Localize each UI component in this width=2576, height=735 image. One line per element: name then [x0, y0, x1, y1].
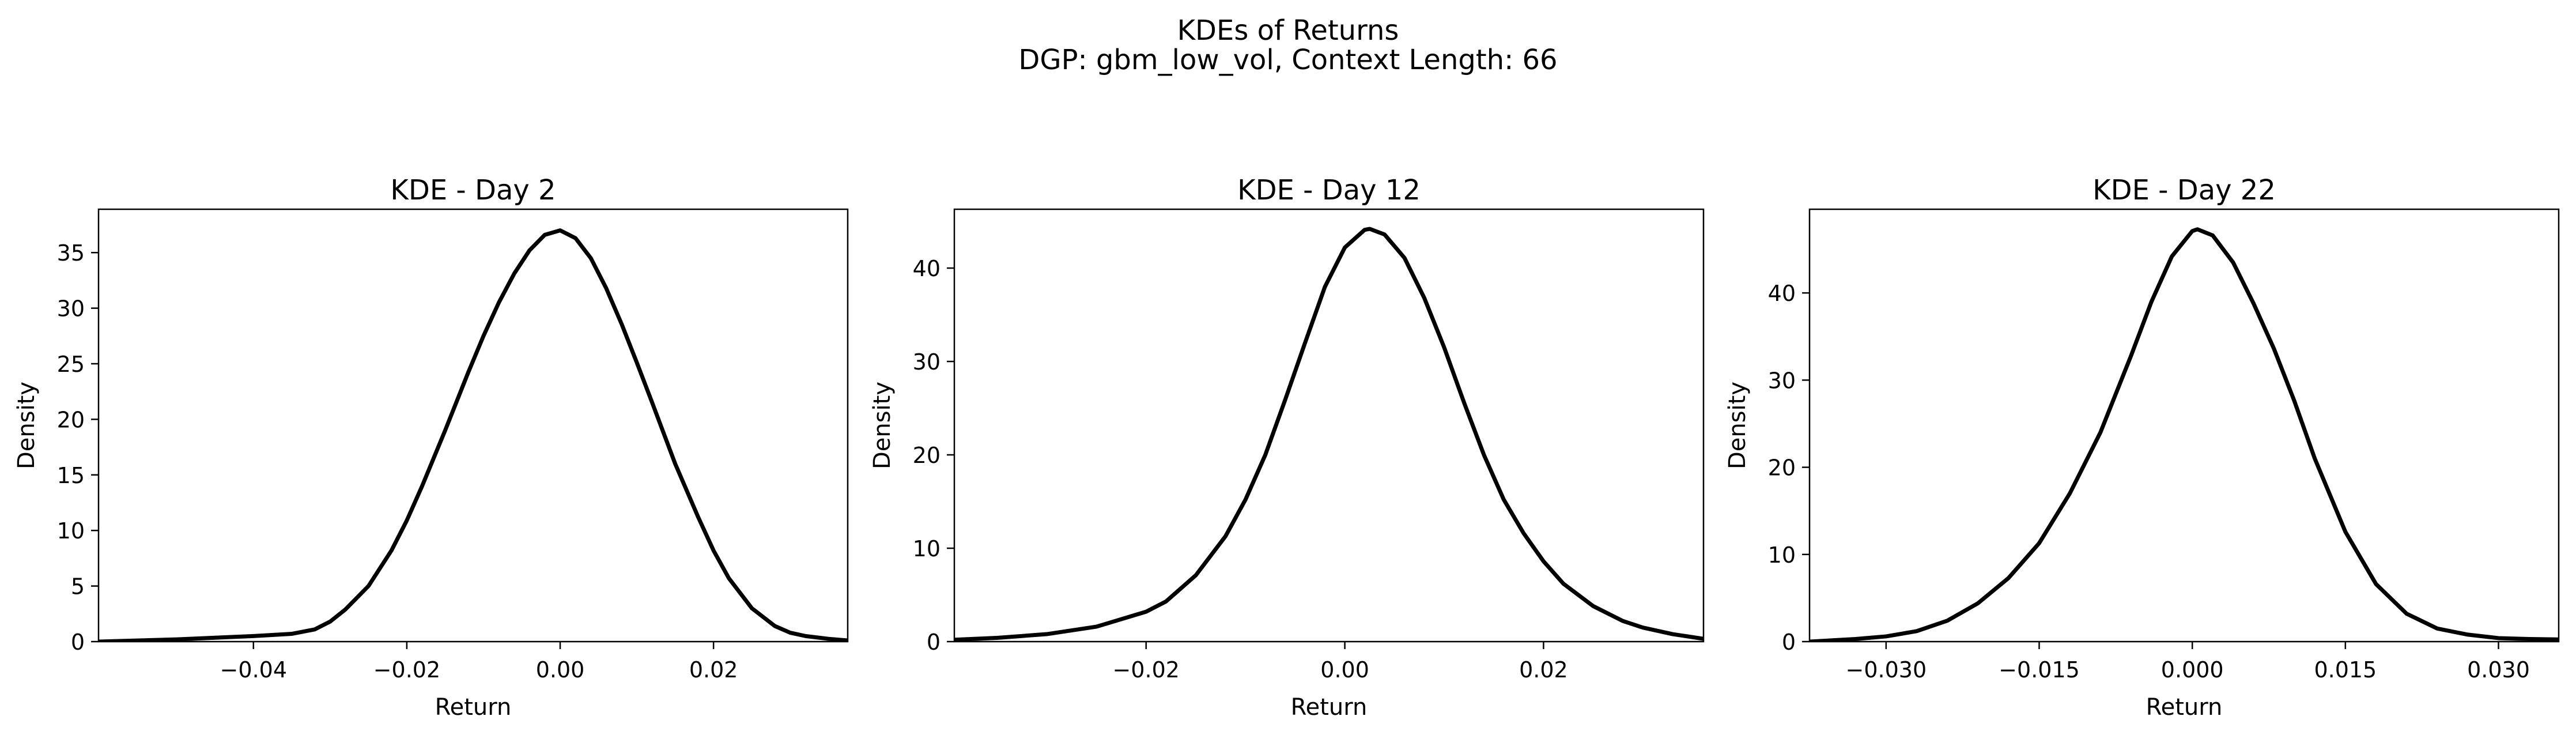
x-tick-label: −0.02: [373, 657, 440, 683]
y-tick-label: 0: [71, 630, 85, 655]
x-tick-label: 0.00: [536, 657, 585, 683]
y-axis-label: Density: [13, 382, 40, 469]
y-axis-label: Density: [1724, 382, 1751, 469]
y-tick-label: 5: [71, 574, 85, 600]
y-tick-label: 20: [1768, 455, 1796, 481]
y-tick-label: 35: [57, 240, 85, 266]
panel-title: KDE - Day 12: [1237, 174, 1421, 206]
kde-panel-2: KDE - Day 12 −0.02 0.00 0.02 0 10 20 30 40 Return…: [869, 174, 1705, 721]
x-tick-label: 0.000: [2161, 657, 2224, 683]
y-tick-label: 0: [927, 630, 940, 655]
y-tick-label: 40: [1768, 281, 1796, 306]
axes-frame: [1808, 208, 2560, 643]
kde-panel-1: KDE - Day 2 −0.04 −0.02 0.00 0.02 0 5 10 15 20 25 3…: [13, 174, 849, 721]
y-tick-label: 40: [913, 256, 940, 281]
axes-frame: [97, 208, 849, 643]
x-tick-label: −0.030: [1846, 657, 1927, 683]
x-tick-label: 0.030: [2467, 657, 2530, 683]
kde-panel-3: KDE - Day 22 −0.030 −0.015 0.000 0.015 0.030 0…: [1724, 174, 2560, 721]
axes-frame: [953, 208, 1705, 643]
figure-subtitle: DGP: gbm_low_vol, Context Length: 66: [1018, 44, 1558, 76]
y-tick-label: 30: [57, 296, 85, 322]
figure-title: KDEs of Returns: [1177, 14, 1399, 47]
panel-title: KDE - Day 22: [2092, 174, 2276, 206]
x-tick-label: −0.02: [1113, 657, 1180, 683]
x-tick-label: 0.02: [1519, 657, 1568, 683]
x-tick-label: −0.04: [220, 657, 287, 683]
y-tick-label: 10: [1768, 542, 1796, 568]
kde-curve: [1810, 227, 2559, 642]
x-tick-label: 0.015: [2314, 657, 2377, 683]
y-tick-label: 30: [913, 349, 940, 375]
y-axis-label: Density: [869, 382, 896, 469]
x-axis-label: Return: [2146, 694, 2223, 721]
kde-curve: [99, 228, 848, 642]
y-tick-label: 15: [57, 463, 85, 488]
y-tick-label: 25: [57, 352, 85, 377]
x-tick-label: 0.00: [1320, 657, 1369, 683]
y-tick-label: 20: [913, 443, 940, 468]
panel-title: KDE - Day 2: [390, 174, 556, 206]
x-tick-label: 0.02: [689, 657, 738, 683]
y-tick-label: 10: [57, 518, 85, 544]
x-tick-label: −0.015: [1999, 657, 2080, 683]
x-axis-label: Return: [1291, 694, 1368, 721]
kde-curve: [954, 227, 1704, 642]
y-tick-label: 20: [57, 407, 85, 432]
y-tick-label: 10: [913, 536, 940, 561]
y-tick-label: 0: [1782, 630, 1796, 655]
y-tick-label: 30: [1768, 368, 1796, 393]
x-axis-label: Return: [435, 694, 512, 721]
